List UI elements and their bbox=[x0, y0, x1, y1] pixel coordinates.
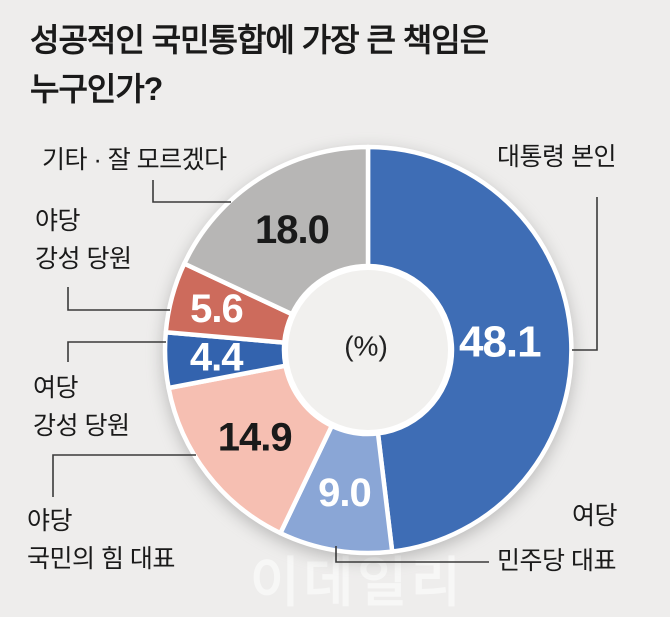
leader-line-president bbox=[572, 197, 598, 351]
leader-line-ruling-hardline bbox=[67, 341, 166, 362]
leader-lines bbox=[52, 180, 598, 563]
title-line-1: 성공적인 국민통합에 가장 큰 책임은 bbox=[30, 22, 489, 58]
value-label-1: 9.0 bbox=[318, 471, 371, 515]
center-unit-label: (%) bbox=[344, 331, 388, 362]
value-labels: 48.1 9.0 14.9 4.4 5.6 18.0 bbox=[190, 208, 542, 515]
page-title: 성공적인 국민통합에 가장 큰 책임은 누구인가? bbox=[30, 16, 489, 114]
value-label-4: 5.6 bbox=[190, 287, 243, 331]
donut-center-circle bbox=[284, 266, 452, 434]
value-label-0: 48.1 bbox=[459, 318, 541, 367]
pie-slices bbox=[162, 144, 574, 556]
leader-line-etc bbox=[152, 180, 231, 203]
watermark-edaily-logo: 이데일리 bbox=[250, 553, 465, 613]
leader-line-ruling-leader bbox=[335, 546, 489, 563]
value-label-5: 18.0 bbox=[255, 208, 329, 252]
leader-line-opposition-leader bbox=[52, 454, 196, 497]
title-line-2: 누구인가? bbox=[30, 71, 163, 107]
leader-line-opposition-hardline bbox=[67, 287, 170, 311]
value-label-2: 14.9 bbox=[218, 415, 292, 459]
value-label-3: 4.4 bbox=[190, 336, 244, 380]
